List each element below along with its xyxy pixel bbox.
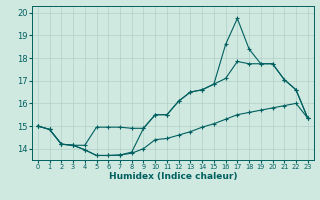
X-axis label: Humidex (Indice chaleur): Humidex (Indice chaleur) <box>108 172 237 181</box>
